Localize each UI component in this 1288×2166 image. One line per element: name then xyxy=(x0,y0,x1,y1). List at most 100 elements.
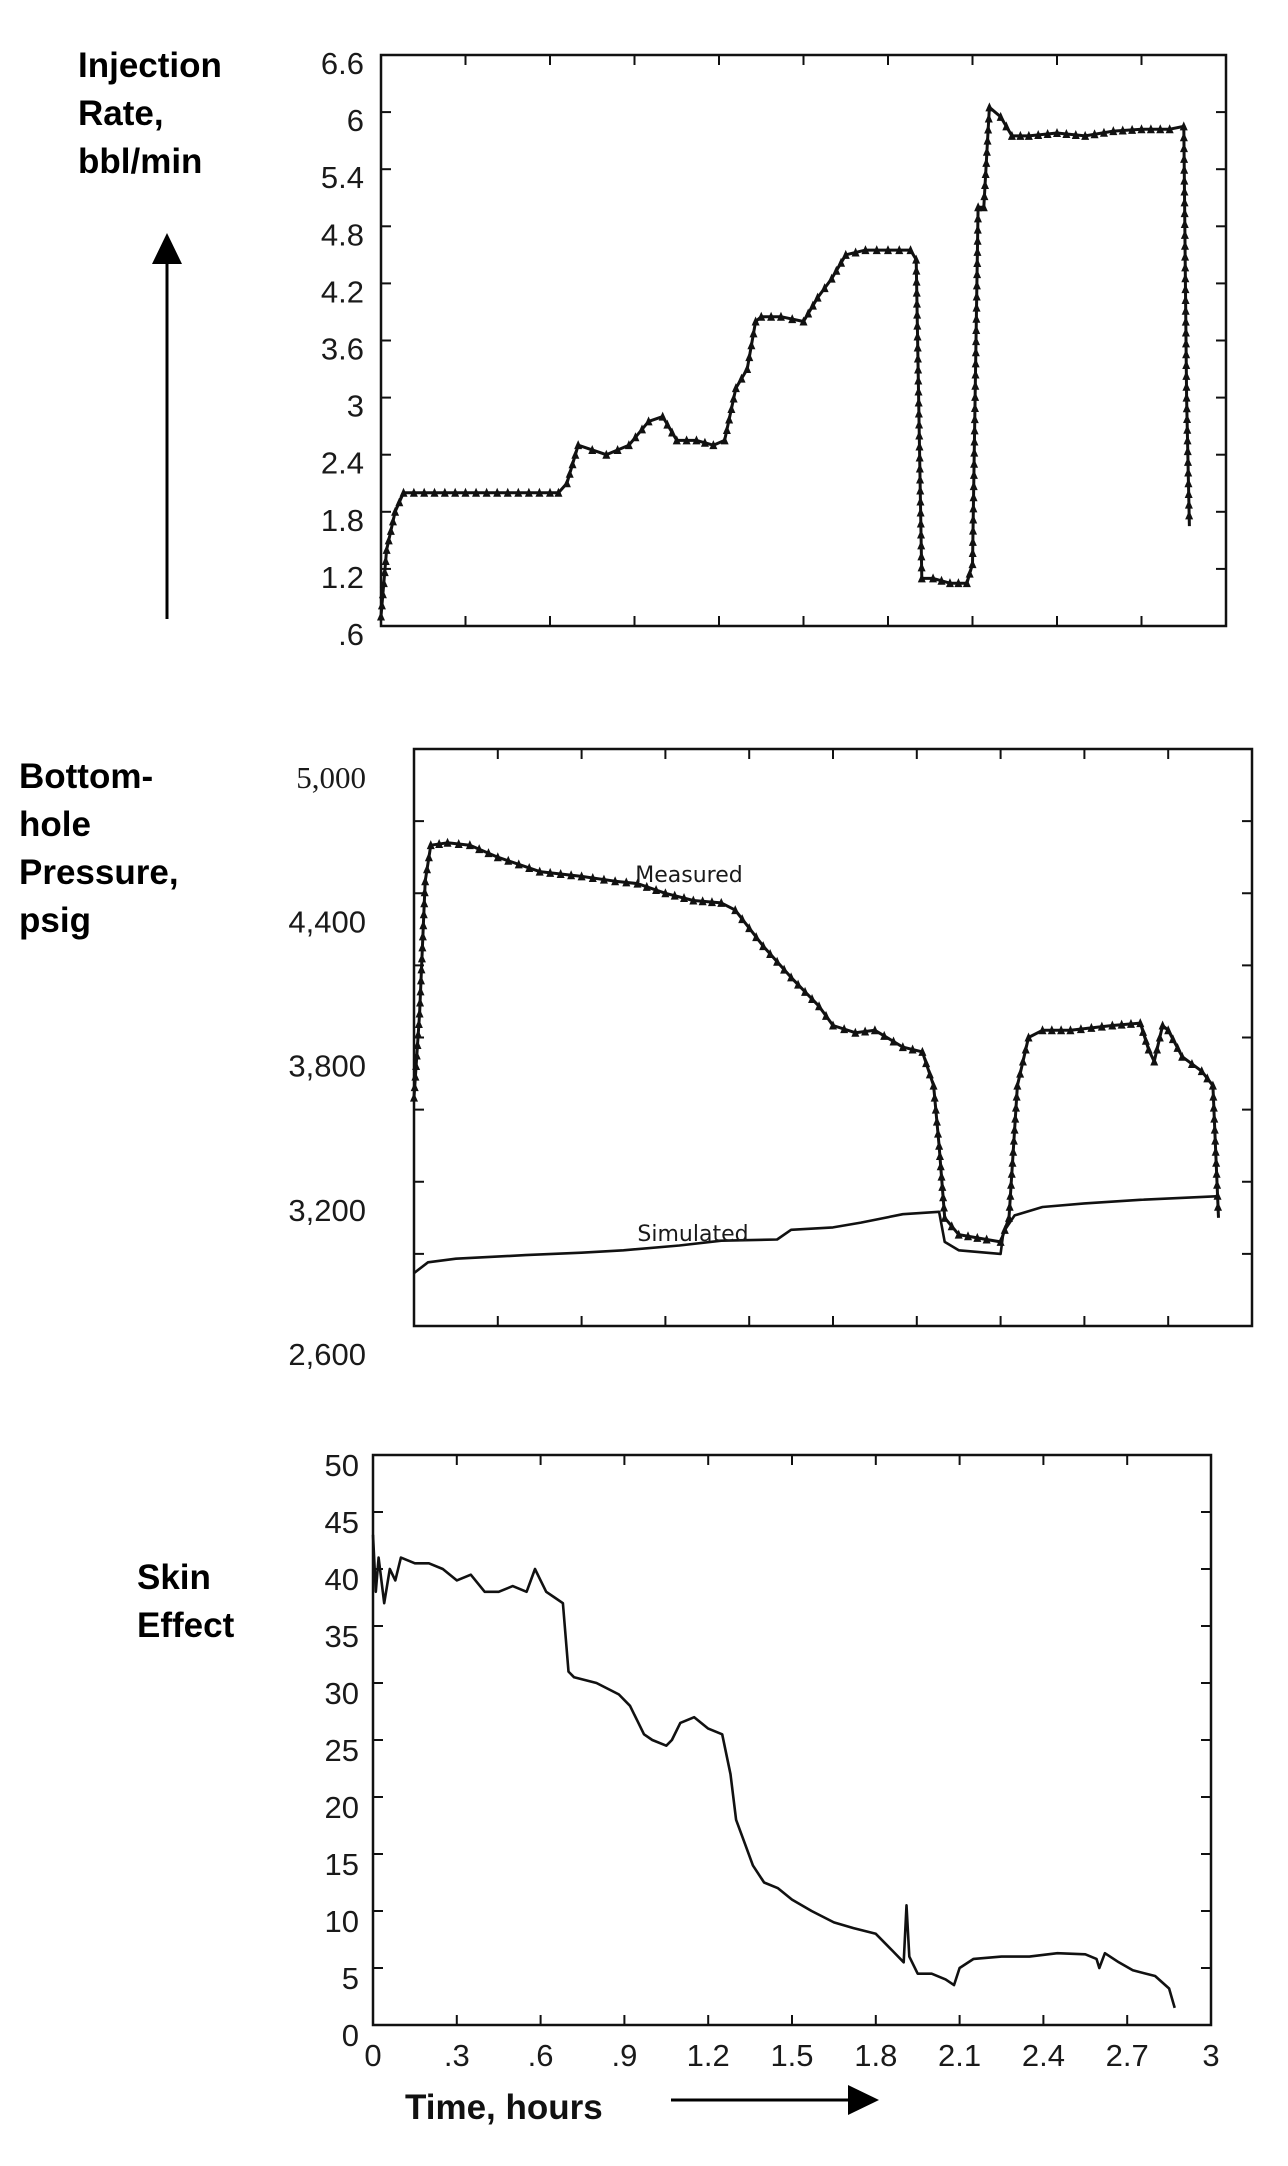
triangle-marker xyxy=(535,866,544,876)
triangle-marker xyxy=(1168,1034,1177,1044)
triangle-marker xyxy=(682,435,691,445)
triangle-marker xyxy=(749,328,758,338)
y-tick-label: 45 xyxy=(325,1505,359,1540)
triangle-marker xyxy=(815,1001,824,1011)
triangle-marker xyxy=(938,1181,947,1191)
up-arrow-icon xyxy=(152,233,182,619)
triangle-marker xyxy=(917,540,926,550)
triangle-marker xyxy=(954,1229,963,1239)
triangle-marker xyxy=(1180,240,1189,250)
x-tick-label: 1.5 xyxy=(770,2038,813,2073)
triangle-marker xyxy=(766,948,775,958)
triangle-marker xyxy=(937,1171,946,1181)
y-tick-label: 3,200 xyxy=(288,1193,366,1228)
triangle-marker xyxy=(969,514,978,524)
triangle-marker xyxy=(1181,284,1190,294)
triangle-marker xyxy=(692,435,701,445)
triangle-marker xyxy=(738,914,747,924)
y-tick-label: 4,400 xyxy=(288,904,366,939)
triangle-marker xyxy=(1141,1035,1150,1045)
triangle-marker xyxy=(416,997,425,1007)
triangle-marker xyxy=(870,1025,879,1035)
triangle-marker xyxy=(1164,1025,1173,1035)
triangle-marker xyxy=(602,449,611,459)
triangle-marker xyxy=(934,1128,943,1138)
triangle-marker xyxy=(1002,121,1011,131)
triangle-marker xyxy=(780,964,789,974)
triangle-marker xyxy=(409,487,418,497)
triangle-marker xyxy=(377,611,385,621)
triangle-marker xyxy=(379,578,388,588)
triangle-marker xyxy=(524,487,533,497)
triangle-marker xyxy=(971,369,980,379)
pressure-ylabel: Bottom- hole Pressure, psig xyxy=(19,753,179,945)
triangle-marker xyxy=(1179,132,1188,142)
triangle-marker xyxy=(969,481,978,491)
triangle-marker xyxy=(972,336,981,346)
x-tick-label: .9 xyxy=(611,2038,637,2073)
triangle-marker xyxy=(1087,1022,1096,1032)
triangle-marker xyxy=(787,972,796,982)
triangle-marker xyxy=(972,324,981,334)
triangle-marker xyxy=(915,430,924,440)
triangle-marker xyxy=(1181,251,1190,261)
ylabel-line: psig xyxy=(19,901,91,940)
triangle-marker xyxy=(658,411,667,421)
triangle-marker xyxy=(820,283,829,293)
triangle-marker xyxy=(386,525,395,535)
triangle-marker xyxy=(1117,1019,1126,1029)
triangle-marker xyxy=(1182,360,1191,370)
triangle-marker xyxy=(973,269,982,279)
triangle-marker xyxy=(1024,1032,1033,1042)
triangle-marker xyxy=(970,458,979,468)
triangle-marker xyxy=(1165,124,1174,134)
series-line-0 xyxy=(379,105,1191,617)
triangle-marker xyxy=(913,309,922,319)
triangle-marker xyxy=(1155,1032,1164,1042)
triangle-marker xyxy=(1013,1080,1022,1090)
triangle-marker xyxy=(1016,1068,1025,1078)
triangle-marker xyxy=(1212,1157,1221,1167)
x-tick-label: .6 xyxy=(528,2038,554,2073)
ylabel-line: Pressure, xyxy=(19,853,179,892)
triangle-marker xyxy=(384,535,393,545)
triangle-marker xyxy=(872,245,881,255)
y-tick-label: .6 xyxy=(338,617,364,652)
triangle-marker xyxy=(574,440,583,450)
triangle-marker xyxy=(794,979,803,989)
triangle-marker xyxy=(727,404,736,414)
annotation-simulated: Simulated xyxy=(637,1222,748,1247)
triangle-marker xyxy=(962,578,971,588)
triangle-marker xyxy=(1209,1102,1218,1112)
triangle-marker xyxy=(1210,1113,1219,1123)
y-tick-label: 15 xyxy=(325,1847,359,1882)
triangle-marker xyxy=(1062,128,1071,138)
triangle-marker xyxy=(1182,381,1191,391)
triangle-marker xyxy=(391,506,400,516)
y-tick-label: 3,800 xyxy=(288,1049,366,1084)
triangle-marker xyxy=(968,547,977,557)
triangle-marker xyxy=(776,311,785,321)
triangle-marker xyxy=(973,246,982,256)
triangle-marker xyxy=(1071,129,1080,139)
triangle-marker xyxy=(737,373,746,383)
y-tick-label: 5.4 xyxy=(321,160,364,195)
chart-1: 5,000 4,400 3,800 3,200 2,600 Measured Simulat… xyxy=(288,747,1254,1372)
triangle-marker xyxy=(1180,164,1189,174)
triangle-marker xyxy=(1076,1024,1085,1034)
triangle-marker xyxy=(970,414,979,424)
triangle-marker xyxy=(1139,1026,1148,1036)
ylabel-line: Skin xyxy=(137,1558,211,1597)
triangle-marker xyxy=(418,931,427,941)
series-line-0 xyxy=(371,1534,1176,2009)
triangle-marker xyxy=(970,447,979,457)
triangle-marker xyxy=(689,895,698,905)
triangle-marker xyxy=(968,559,977,569)
triangle-marker xyxy=(912,298,921,308)
triangle-marker xyxy=(493,852,502,862)
triangle-marker xyxy=(915,441,924,451)
triangle-marker xyxy=(525,863,534,873)
injection-rate-ylabel: Injection Rate, bbl/min xyxy=(78,42,222,186)
triangle-marker xyxy=(668,427,677,437)
triangle-marker xyxy=(1146,124,1155,134)
